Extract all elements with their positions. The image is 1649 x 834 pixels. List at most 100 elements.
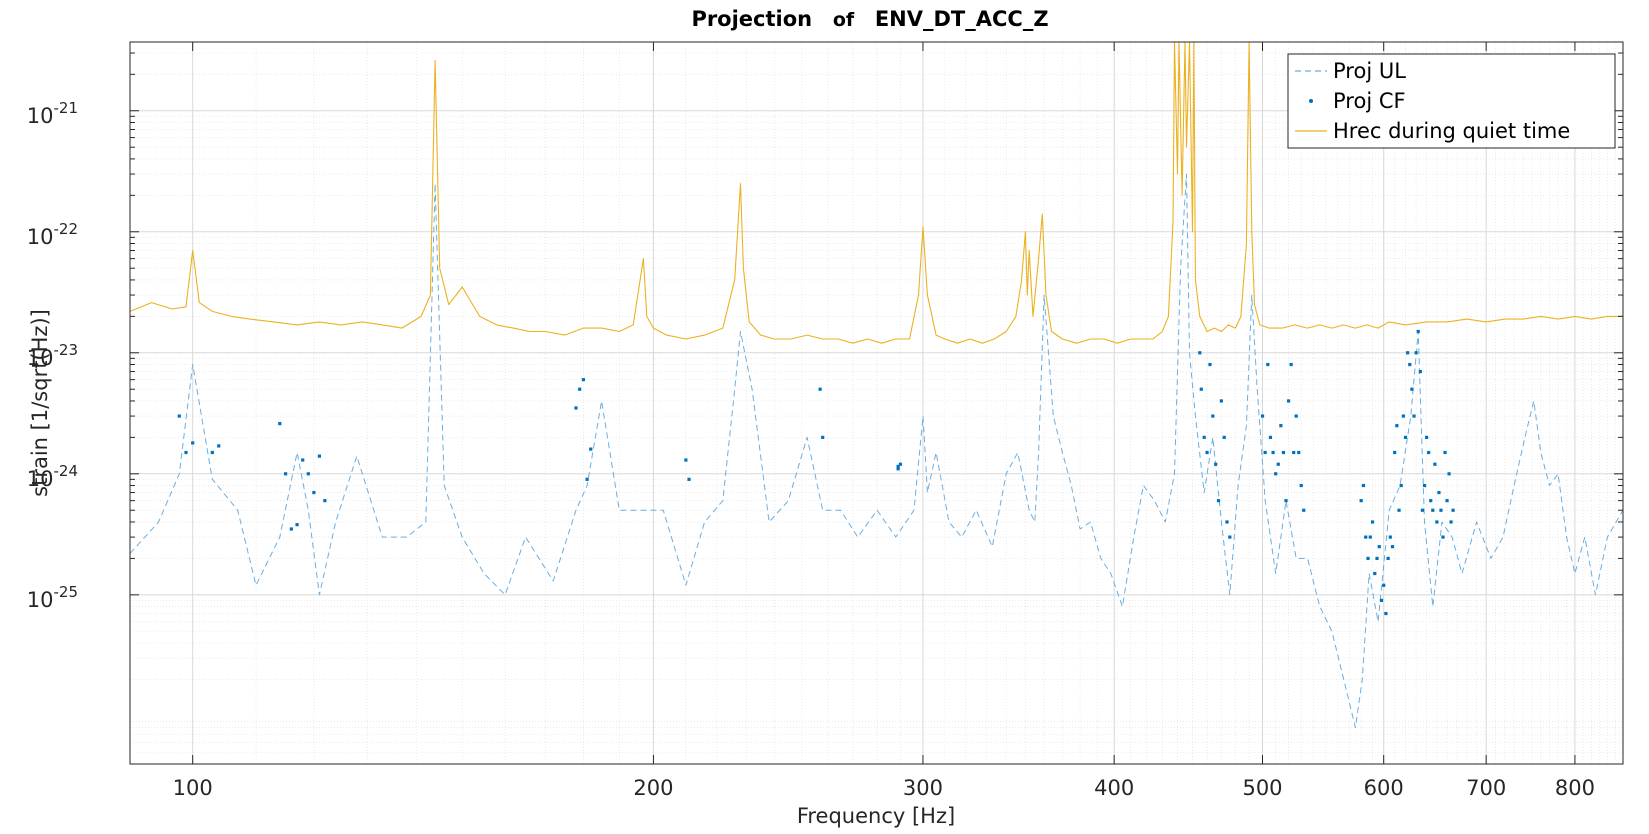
- proj-cf-point: [1274, 472, 1278, 476]
- proj-cf-point: [1219, 399, 1223, 403]
- proj-ul-line: [129, 173, 1624, 729]
- proj-cf-point: [1361, 483, 1366, 488]
- x-tick-label: 700: [1466, 776, 1506, 800]
- proj-cf-point: [1214, 462, 1218, 466]
- proj-cf-point: [1449, 520, 1453, 524]
- x-tick-label: 800: [1555, 776, 1595, 800]
- series-hrec-during-quiet-time: [129, 41, 1623, 344]
- proj-cf-point: [1382, 583, 1386, 587]
- proj-cf-point: [1390, 545, 1395, 549]
- y-tick-label: 10-23: [27, 341, 78, 370]
- proj-cf-point: [1439, 508, 1443, 512]
- proj-cf-point: [1205, 450, 1209, 455]
- proj-cf-point: [1208, 362, 1212, 367]
- chart-title-part1: Projection: [691, 7, 812, 31]
- chart-title-part3: ENV_DT_ACC_Z: [875, 7, 1049, 31]
- legend-box: [1287, 53, 1616, 149]
- legend-label-hrec: Hrec during quiet time: [1333, 119, 1570, 143]
- proj-cf-point: [1410, 387, 1414, 391]
- proj-cf-point: [1271, 450, 1275, 455]
- proj-cf-point: [1395, 424, 1399, 428]
- proj-cf-point: [687, 477, 691, 481]
- proj-cf-point: [1445, 499, 1449, 503]
- legend: Proj UL Proj CF Hrec during quiet time: [1287, 53, 1616, 149]
- y-axis-label: strain [1/sqrt(Hz)]: [28, 309, 52, 497]
- proj-cf-point: [1260, 414, 1265, 418]
- proj-cf-point: [301, 458, 305, 462]
- proj-cf-point: [1281, 450, 1286, 455]
- axis-ticks: [130, 42, 1623, 764]
- proj-cf-point: [210, 450, 214, 455]
- series-proj-ul: [129, 173, 1624, 729]
- proj-cf-point: [1228, 535, 1232, 539]
- proj-cf-point: [1422, 483, 1427, 488]
- proj-cf-point: [177, 414, 181, 418]
- proj-cf-point: [896, 467, 900, 471]
- proj-cf-point: [1437, 490, 1441, 495]
- legend-swatch-proj-cf: [1309, 99, 1313, 103]
- proj-cf-point: [684, 458, 688, 462]
- proj-cf-point: [1202, 435, 1206, 439]
- proj-cf-point: [217, 444, 221, 448]
- proj-cf-point: [821, 435, 825, 439]
- y-tick-label: 10-25: [27, 583, 78, 612]
- chart-title-part2: of: [833, 9, 855, 31]
- y-tick-label: 10-21: [27, 99, 78, 128]
- proj-cf-point: [312, 490, 316, 495]
- proj-cf-point: [1211, 414, 1215, 418]
- proj-cf-point: [1414, 351, 1418, 355]
- proj-cf-point: [1266, 362, 1270, 367]
- proj-cf-point: [184, 450, 188, 455]
- proj-cf-point: [1399, 483, 1403, 488]
- proj-cf-point: [1393, 450, 1397, 455]
- proj-cf-point: [289, 527, 293, 531]
- proj-cf-point: [585, 477, 589, 481]
- proj-cf-point: [1225, 520, 1229, 524]
- proj-cf-point: [1373, 571, 1377, 576]
- legend-label-proj-cf: Proj CF: [1333, 89, 1406, 113]
- proj-cf-point: [1420, 508, 1425, 512]
- proj-cf-point: [589, 447, 593, 451]
- proj-cf-point: [896, 464, 900, 469]
- proj-cf-point: [1386, 556, 1390, 560]
- proj-cf-point: [1222, 435, 1226, 439]
- proj-cf-point: [306, 472, 310, 476]
- proj-cf-point: [1429, 499, 1433, 503]
- y-tick-labels: 10-21 10-22 10-23 10-24 10-25: [27, 99, 78, 612]
- x-tick-label: 400: [1094, 776, 1134, 800]
- proj-cf-point: [1364, 535, 1368, 539]
- series-layer: [129, 41, 1624, 729]
- proj-cf-point: [1416, 329, 1420, 334]
- proj-cf-point: [1418, 369, 1422, 374]
- proj-cf-point: [574, 406, 578, 410]
- proj-cf-point: [323, 499, 327, 503]
- proj-cf-point: [1286, 399, 1291, 403]
- x-tick-label: 600: [1364, 776, 1404, 800]
- proj-cf-point: [1408, 362, 1412, 367]
- plot-background: [130, 42, 1623, 764]
- proj-cf-point: [1412, 414, 1416, 418]
- proj-cf-point: [898, 462, 903, 466]
- proj-cf-point: [1406, 351, 1410, 355]
- proj-cf-point: [1441, 535, 1445, 539]
- proj-cf-point: [1384, 611, 1388, 616]
- proj-cf-point: [1359, 499, 1363, 503]
- proj-cf-point: [1198, 351, 1202, 355]
- x-tick-label: 100: [173, 776, 213, 800]
- proj-cf-point: [1379, 598, 1384, 602]
- proj-cf-point: [1368, 535, 1372, 539]
- proj-cf-point: [295, 523, 299, 527]
- proj-cf-point: [1279, 424, 1283, 428]
- x-axis-label: Frequency [Hz]: [797, 804, 955, 828]
- proj-cf-point: [1292, 450, 1296, 455]
- proj-cf-point: [1268, 435, 1273, 439]
- proj-cf-point: [1388, 535, 1392, 539]
- proj-cf-point: [1433, 462, 1437, 466]
- proj-cf-point: [1443, 450, 1447, 455]
- proj-cf-point: [1397, 508, 1401, 512]
- proj-cf-point: [1431, 508, 1435, 512]
- proj-cf-point: [1199, 387, 1203, 391]
- proj-cf-point: [1294, 414, 1298, 418]
- proj-cf-point: [1435, 520, 1439, 524]
